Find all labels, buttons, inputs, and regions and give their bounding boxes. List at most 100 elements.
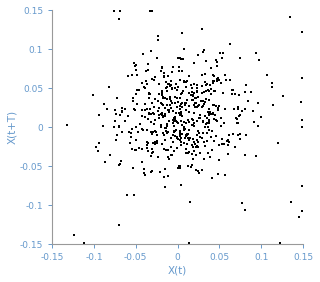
- Point: [153, 129, 158, 133]
- Point: [236, 93, 241, 98]
- Point: [213, 89, 218, 93]
- Point: [177, 96, 182, 100]
- Point: [107, 85, 112, 90]
- Point: [212, 89, 217, 93]
- Point: [150, 101, 155, 105]
- Point: [204, 81, 210, 86]
- Point: [119, 158, 124, 163]
- Point: [172, 119, 177, 123]
- Point: [171, 65, 176, 69]
- Point: [195, 119, 200, 124]
- Point: [180, 69, 185, 74]
- Point: [162, 75, 167, 79]
- Point: [187, 120, 192, 124]
- Point: [174, 120, 180, 124]
- Point: [198, 135, 203, 139]
- Point: [173, 95, 178, 99]
- Point: [214, 79, 220, 83]
- Point: [178, 132, 183, 136]
- Point: [194, 89, 199, 93]
- Point: [183, 101, 188, 105]
- Point: [201, 140, 206, 144]
- Point: [139, 147, 144, 151]
- Point: [213, 104, 219, 109]
- Point: [148, 92, 153, 96]
- Point: [155, 34, 160, 38]
- Point: [203, 71, 208, 76]
- Point: [196, 131, 201, 135]
- Point: [136, 129, 141, 134]
- Point: [217, 51, 222, 56]
- Point: [209, 87, 214, 91]
- Point: [129, 131, 134, 135]
- Point: [158, 112, 164, 117]
- Point: [165, 174, 170, 179]
- Point: [169, 82, 174, 87]
- Point: [180, 132, 185, 136]
- Point: [187, 91, 192, 96]
- Point: [146, 110, 151, 115]
- Point: [255, 124, 260, 129]
- Point: [205, 110, 211, 114]
- Point: [171, 118, 176, 123]
- Point: [221, 91, 226, 96]
- Point: [203, 125, 208, 129]
- Point: [164, 126, 169, 130]
- Point: [296, 215, 301, 220]
- Point: [125, 193, 130, 197]
- Point: [185, 135, 190, 140]
- Point: [190, 98, 196, 103]
- Point: [167, 95, 172, 100]
- Point: [145, 61, 150, 66]
- Point: [183, 151, 188, 155]
- Point: [204, 96, 209, 101]
- Point: [132, 64, 137, 68]
- Point: [269, 80, 274, 85]
- Point: [213, 118, 218, 122]
- Point: [129, 127, 134, 131]
- Point: [191, 91, 196, 95]
- Point: [159, 65, 164, 69]
- Point: [163, 137, 168, 142]
- Point: [184, 79, 189, 83]
- Point: [207, 155, 212, 159]
- Point: [151, 78, 156, 82]
- Point: [177, 111, 182, 115]
- Point: [155, 109, 160, 113]
- Point: [171, 149, 176, 153]
- Point: [156, 155, 161, 159]
- Point: [200, 119, 205, 123]
- Point: [299, 100, 304, 104]
- Point: [96, 149, 101, 153]
- Point: [216, 143, 221, 148]
- Point: [231, 107, 236, 111]
- Point: [194, 90, 199, 94]
- Point: [189, 98, 195, 102]
- Point: [193, 144, 198, 149]
- Point: [115, 133, 120, 137]
- Point: [182, 136, 187, 140]
- Point: [113, 111, 118, 116]
- Point: [185, 131, 190, 136]
- Point: [197, 103, 202, 107]
- Point: [215, 76, 220, 81]
- Point: [178, 143, 183, 148]
- Point: [228, 78, 233, 82]
- Point: [172, 116, 177, 121]
- Point: [196, 145, 201, 149]
- Point: [172, 116, 177, 120]
- Point: [235, 107, 240, 111]
- Point: [254, 50, 259, 55]
- Point: [200, 168, 205, 172]
- Point: [178, 183, 183, 188]
- Point: [232, 91, 237, 96]
- Point: [186, 74, 191, 78]
- Point: [183, 121, 188, 125]
- Point: [176, 136, 181, 141]
- Point: [82, 241, 87, 246]
- Point: [191, 94, 196, 98]
- Point: [112, 107, 117, 112]
- Point: [195, 133, 200, 137]
- Point: [211, 78, 216, 83]
- Point: [194, 83, 199, 88]
